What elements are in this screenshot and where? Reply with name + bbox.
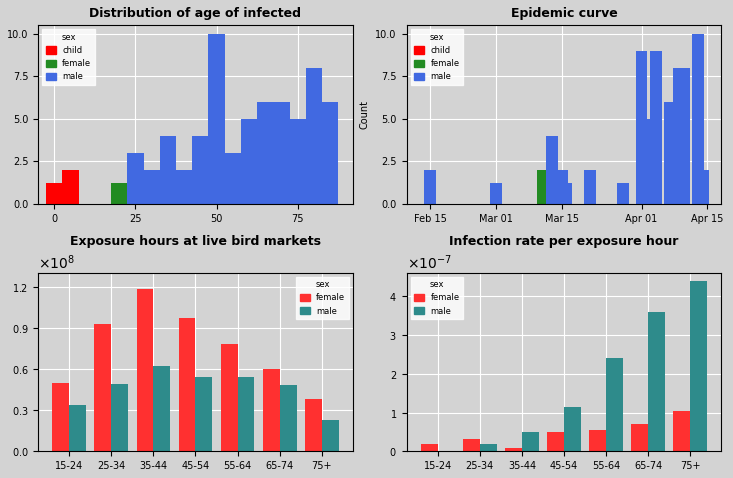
Bar bbox=[690, 281, 707, 451]
Bar bbox=[421, 444, 438, 451]
Bar bbox=[306, 184, 322, 204]
Bar bbox=[208, 170, 225, 204]
Bar bbox=[111, 184, 128, 204]
Bar bbox=[208, 34, 225, 204]
Bar bbox=[636, 184, 647, 204]
Bar bbox=[697, 170, 709, 204]
Legend: child, female, male: child, female, male bbox=[410, 30, 463, 85]
Bar bbox=[52, 383, 69, 451]
Bar bbox=[128, 153, 144, 204]
Bar bbox=[322, 102, 339, 204]
Bar bbox=[645, 153, 657, 204]
Bar bbox=[648, 312, 665, 451]
Title: Exposure hours at live bird markets: Exposure hours at live bird markets bbox=[70, 235, 321, 248]
Bar bbox=[221, 344, 237, 451]
Bar bbox=[664, 170, 676, 204]
Title: Distribution of age of infected: Distribution of age of infected bbox=[89, 7, 301, 20]
Bar bbox=[636, 51, 647, 204]
Bar bbox=[160, 184, 176, 204]
Bar bbox=[463, 439, 480, 451]
Bar bbox=[547, 432, 564, 451]
Bar bbox=[636, 170, 647, 204]
Bar bbox=[480, 444, 497, 451]
Bar bbox=[641, 170, 652, 204]
Bar bbox=[95, 324, 111, 451]
Bar bbox=[561, 184, 572, 204]
Bar bbox=[556, 170, 567, 204]
Bar bbox=[290, 119, 306, 204]
Bar bbox=[273, 170, 290, 204]
Bar bbox=[561, 184, 572, 204]
Bar bbox=[551, 170, 563, 204]
Bar bbox=[196, 377, 213, 451]
Bar bbox=[237, 377, 254, 451]
Bar bbox=[128, 184, 144, 204]
Bar bbox=[584, 170, 596, 204]
Title: Epidemic curve: Epidemic curve bbox=[511, 7, 617, 20]
Legend: female, male: female, male bbox=[410, 277, 463, 319]
Bar bbox=[490, 184, 501, 204]
Legend: child, female, male: child, female, male bbox=[43, 30, 95, 85]
Bar bbox=[62, 170, 78, 204]
Title: Infection rate per exposure hour: Infection rate per exposure hour bbox=[449, 235, 679, 248]
Bar bbox=[225, 170, 241, 204]
Bar bbox=[645, 170, 657, 204]
Bar bbox=[160, 136, 176, 204]
Bar bbox=[225, 153, 241, 204]
Bar bbox=[263, 369, 280, 451]
Bar bbox=[176, 170, 192, 204]
Bar bbox=[617, 184, 629, 204]
Bar bbox=[179, 318, 196, 451]
Bar bbox=[241, 170, 257, 204]
Bar bbox=[678, 68, 690, 204]
Bar bbox=[322, 420, 339, 451]
Bar bbox=[257, 170, 273, 204]
Bar bbox=[564, 407, 581, 451]
Bar bbox=[551, 170, 563, 204]
Bar bbox=[46, 184, 62, 204]
Bar bbox=[537, 170, 549, 204]
Bar bbox=[306, 68, 322, 204]
Bar bbox=[241, 119, 257, 204]
Bar bbox=[257, 102, 273, 204]
Bar bbox=[144, 184, 160, 204]
Bar bbox=[649, 51, 661, 204]
Bar bbox=[305, 399, 322, 451]
Bar bbox=[273, 102, 290, 204]
Bar bbox=[589, 430, 606, 451]
Bar bbox=[69, 405, 86, 451]
Bar bbox=[668, 153, 680, 204]
Bar bbox=[692, 34, 704, 204]
Bar bbox=[678, 119, 690, 204]
Bar bbox=[664, 102, 676, 204]
Bar bbox=[192, 170, 208, 204]
Bar bbox=[290, 170, 306, 204]
Bar bbox=[673, 68, 685, 204]
Bar bbox=[111, 384, 128, 451]
Bar bbox=[584, 184, 596, 204]
Bar bbox=[641, 119, 652, 204]
Bar bbox=[144, 170, 160, 204]
Bar bbox=[280, 385, 297, 451]
Bar bbox=[668, 170, 680, 204]
Bar bbox=[192, 136, 208, 204]
Bar bbox=[424, 170, 436, 204]
Bar bbox=[617, 184, 629, 204]
Bar bbox=[673, 170, 685, 204]
Bar bbox=[692, 184, 704, 204]
Bar bbox=[153, 366, 170, 451]
Bar bbox=[136, 289, 153, 451]
Y-axis label: Count: Count bbox=[360, 100, 370, 129]
Bar bbox=[505, 448, 522, 451]
Bar bbox=[631, 424, 648, 451]
Bar bbox=[606, 358, 623, 451]
Bar bbox=[546, 136, 558, 204]
Bar bbox=[546, 184, 558, 204]
Bar bbox=[674, 411, 690, 451]
Bar bbox=[546, 184, 558, 204]
Bar bbox=[522, 432, 539, 451]
Legend: female, male: female, male bbox=[296, 277, 349, 319]
